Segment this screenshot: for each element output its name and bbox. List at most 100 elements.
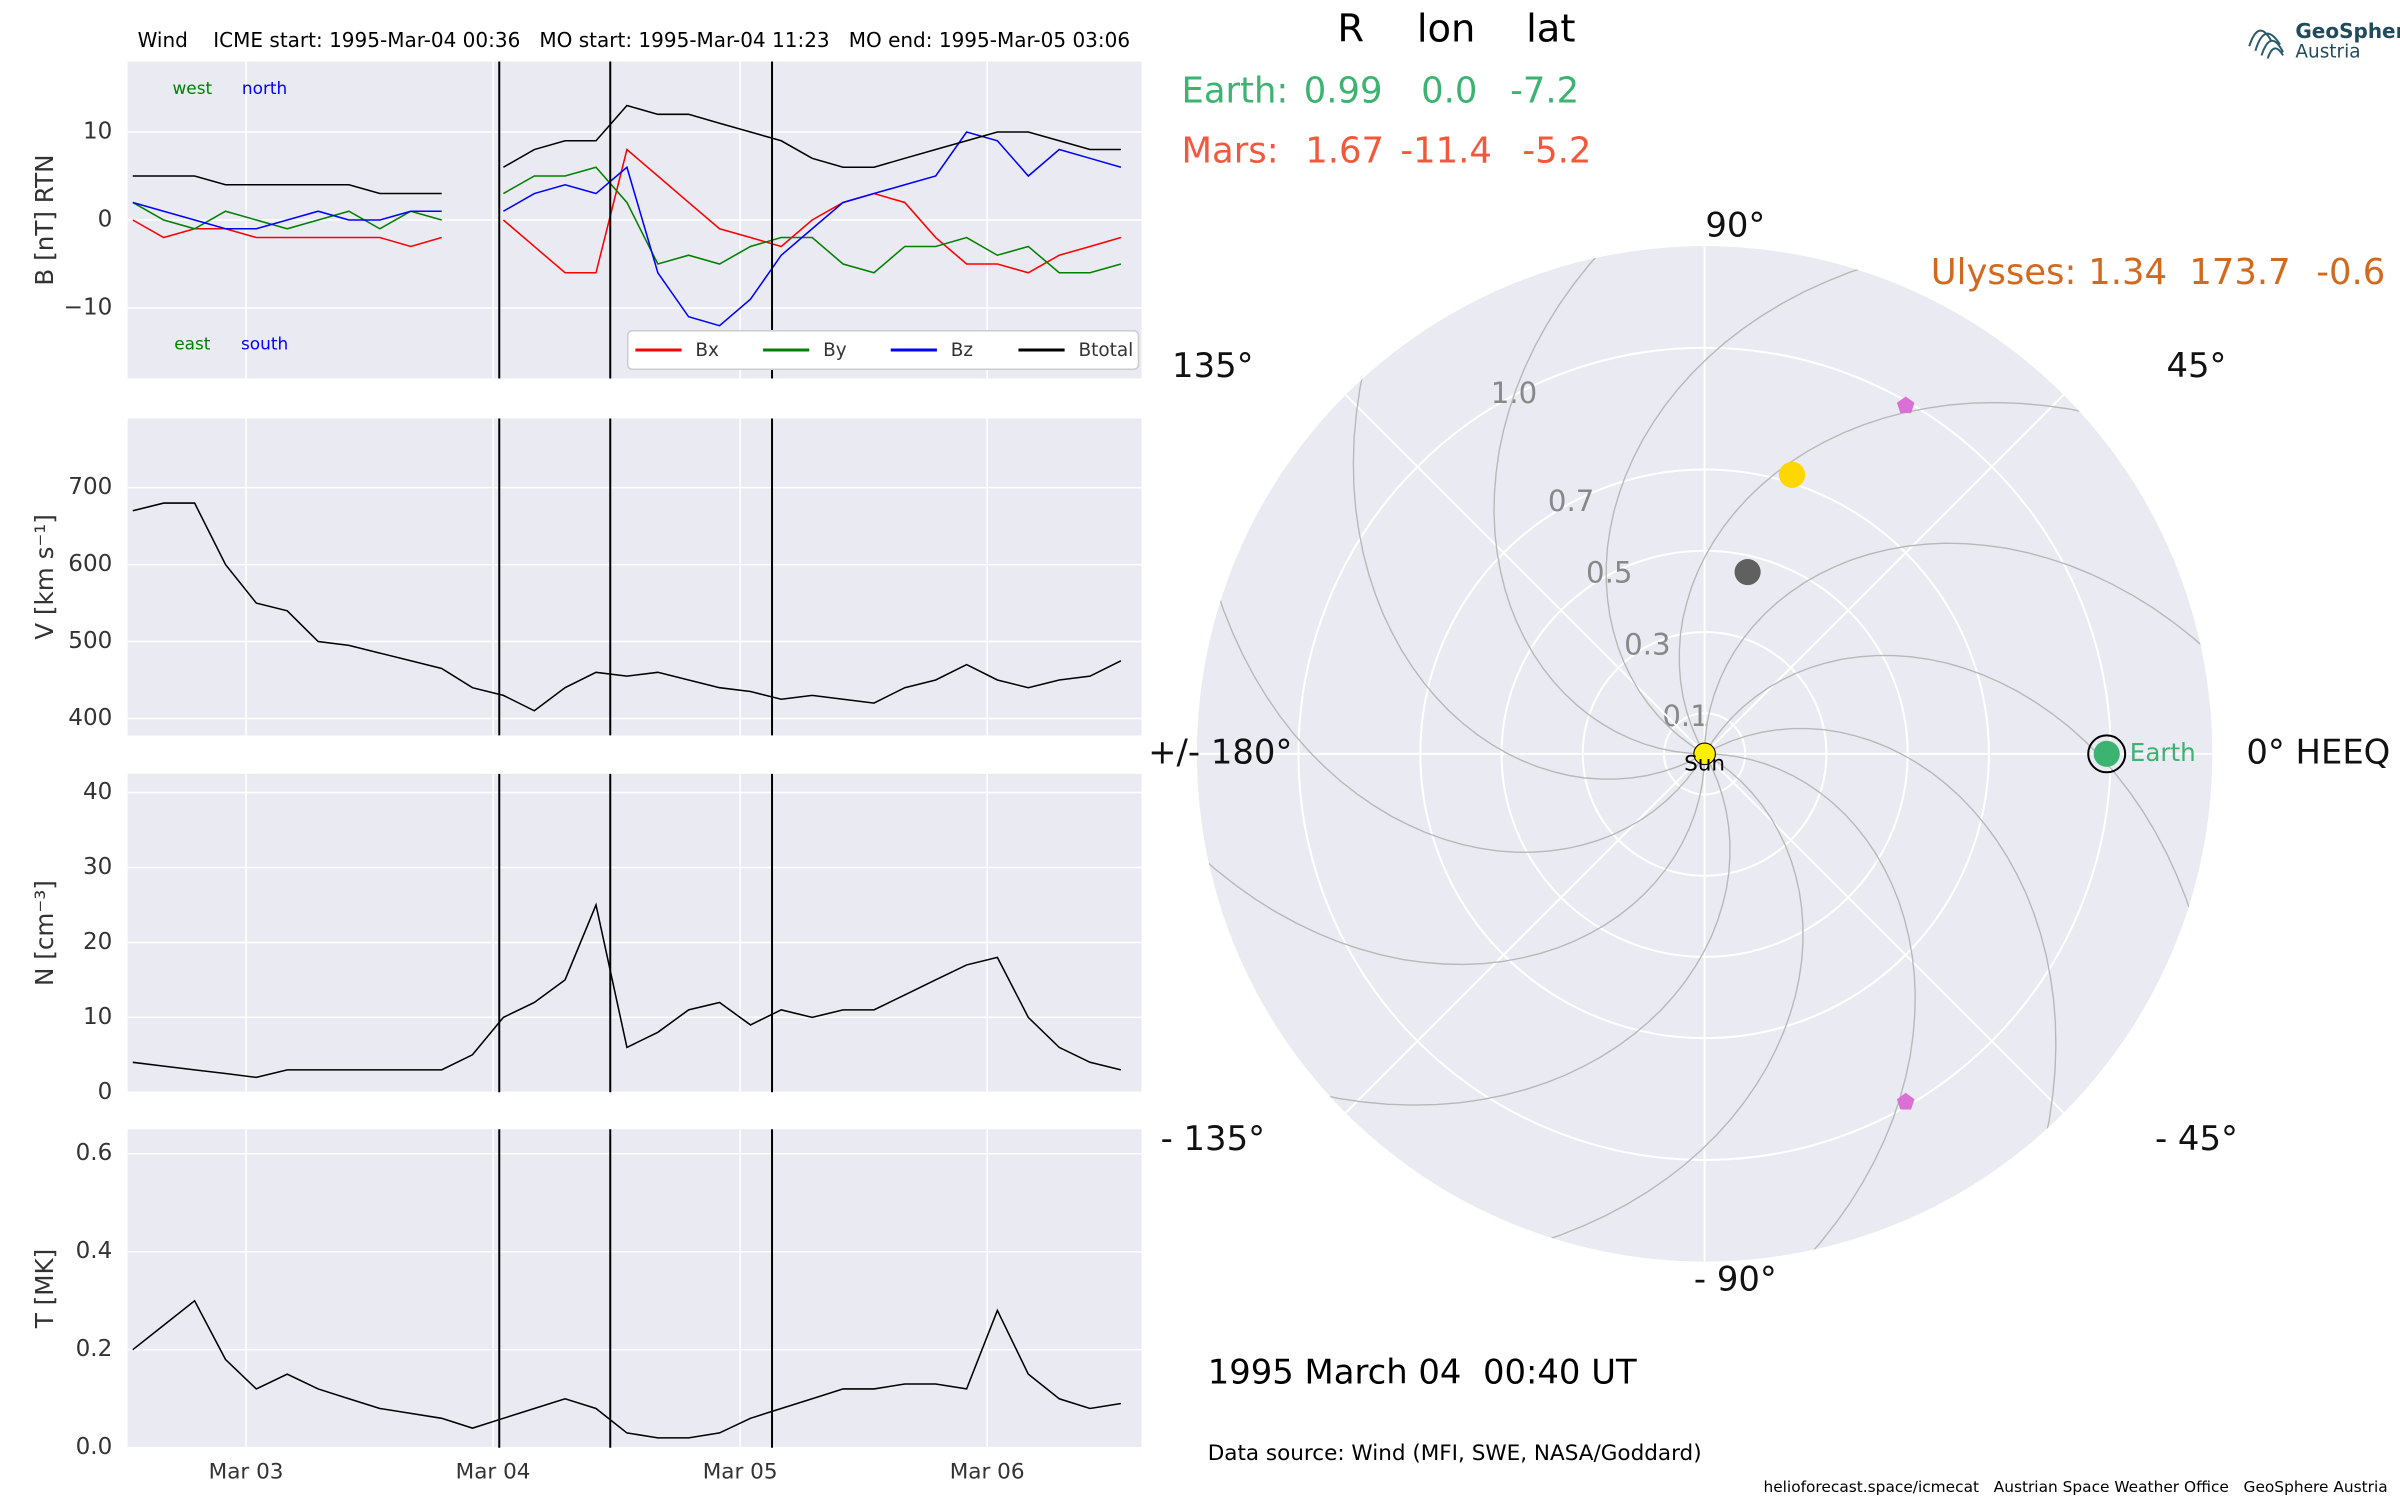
r-tick-label: 0.3 [1624, 627, 1670, 661]
date: 1995 March 04 00:40 UT [1208, 1352, 1637, 1391]
body-marker [1896, 1092, 1915, 1110]
parker-spiral [1352, 246, 1705, 780]
legend-label: Bx [695, 340, 719, 361]
series-line [132, 902, 1122, 1079]
theta-tick-label: - 135° [1161, 1119, 1265, 1158]
grid-spoke [1344, 394, 1706, 755]
theta-tick-label: 135° [1172, 346, 1253, 385]
body-marker [1693, 742, 1716, 766]
body-marker [1896, 396, 1915, 414]
y-tick-label: 0.4 [76, 1238, 113, 1264]
row-value: 0.0 [1421, 70, 1477, 111]
y-axis-label: T [MK] [30, 1249, 59, 1329]
y-tick-label: 500 [68, 628, 112, 654]
body-label: Earth [2130, 738, 2196, 767]
body-marker [1734, 558, 1761, 586]
title: Wind ICME start: 1995-Mar-04 00:36 MO st… [138, 28, 1130, 52]
body-label: Sun [1684, 752, 1725, 777]
table-header: R [1337, 6, 1364, 51]
annotation: north [242, 78, 287, 98]
parker-spiral [1196, 753, 1731, 1106]
body-marker [1778, 461, 1806, 488]
parker-spiral [1196, 721, 1706, 966]
y-tick-label: 30 [83, 854, 112, 880]
series-line [132, 131, 1122, 327]
y-tick-label: −10 [64, 295, 113, 321]
x-tick-label: Mar 06 [950, 1459, 1025, 1484]
table-header: lon [1417, 6, 1476, 51]
parker-spiral [1372, 753, 1804, 1262]
y-tick-label: 20 [83, 929, 112, 955]
annotation: east [174, 334, 211, 354]
y-tick-label: 700 [68, 474, 112, 500]
theta-tick-label: +/- 180° [1148, 732, 1292, 771]
y-tick-label: 600 [68, 551, 112, 577]
plot-background [127, 418, 1142, 736]
y-tick-label: 0 [98, 206, 113, 232]
y-tick-label: 0.6 [76, 1140, 113, 1166]
row-value: 1.34 [2088, 252, 2167, 293]
parker-spiral [1704, 727, 2057, 1262]
footer: helioforecast.space/icmecat Austrian Spa… [1763, 1478, 2387, 1496]
series-line [132, 104, 1121, 195]
body-ring [2087, 734, 2127, 774]
table-header: lat [1526, 6, 1575, 51]
logo-text: GeoSphere [2295, 19, 2400, 43]
plot-background [127, 773, 1142, 1093]
theta-tick-label: 90° [1705, 205, 1765, 244]
x-tick-label: Mar 03 [209, 1459, 284, 1484]
series-line [132, 502, 1122, 712]
legend-label: Bz [951, 340, 973, 361]
row-value: 173.7 [2189, 252, 2290, 293]
y-tick-label: 10 [83, 1004, 112, 1030]
body-marker [2093, 740, 2120, 767]
row-value: -5.2 [1522, 130, 1591, 171]
r-tick-label: 0.7 [1548, 484, 1594, 518]
y-tick-label: 400 [68, 705, 112, 731]
r-tick-label: 0.5 [1586, 556, 1632, 590]
series-line [132, 166, 1122, 274]
legend-label: Btotal [1078, 340, 1133, 361]
parker-spiral [1704, 654, 2213, 1086]
plot-background [127, 1129, 1142, 1448]
parker-spiral [1672, 753, 1916, 1262]
y-tick-label: 0.0 [76, 1434, 113, 1460]
row-name: Ulysses: [1931, 252, 2077, 293]
legend-box [626, 330, 1140, 370]
annotation: west [172, 78, 212, 98]
legend-label: By [823, 340, 847, 361]
row-value: -0.6 [2316, 252, 2385, 293]
x-tick-label: Mar 04 [456, 1459, 531, 1484]
theta-tick-label: 45° [2166, 346, 2226, 385]
parker-spiral [1605, 246, 2037, 755]
annotation: south [241, 334, 288, 354]
grid-spoke [1703, 394, 2065, 755]
series-line [132, 148, 1122, 274]
r-tick-label: 1.0 [1491, 376, 1537, 410]
row-name: Mars: [1182, 130, 1279, 171]
parker-spiral [1493, 246, 1737, 755]
x-tick-label: Mar 05 [703, 1459, 778, 1484]
row-value: -11.4 [1400, 130, 1492, 171]
parker-spiral [1196, 422, 1706, 853]
logo-icon [2248, 29, 2284, 59]
y-axis-label: N [cm⁻³] [30, 880, 59, 986]
row-value: 0.99 [1304, 70, 1383, 111]
logo-text: Austria [2295, 41, 2360, 62]
y-tick-label: 40 [83, 779, 112, 805]
row-value: -7.2 [1510, 70, 1579, 111]
y-tick-label: 0 [98, 1079, 113, 1105]
y-tick-label: 0.2 [76, 1336, 113, 1362]
row-value: 1.67 [1305, 130, 1384, 171]
theta-tick-label: - 45° [2155, 1119, 2238, 1158]
grid-spoke [1703, 753, 2065, 1114]
parker-spiral [1703, 542, 2213, 787]
series-line [132, 1299, 1122, 1439]
grid-spoke [1344, 753, 1706, 1114]
theta-tick-label: 0° HEEQ [2246, 732, 2390, 771]
row-name: Earth: [1182, 70, 1289, 111]
theta-tick-label: - 90° [1694, 1259, 1777, 1298]
y-tick-label: 10 [83, 118, 112, 144]
data-source: Data source: Wind (MFI, SWE, NASA/Goddar… [1208, 1441, 1702, 1466]
